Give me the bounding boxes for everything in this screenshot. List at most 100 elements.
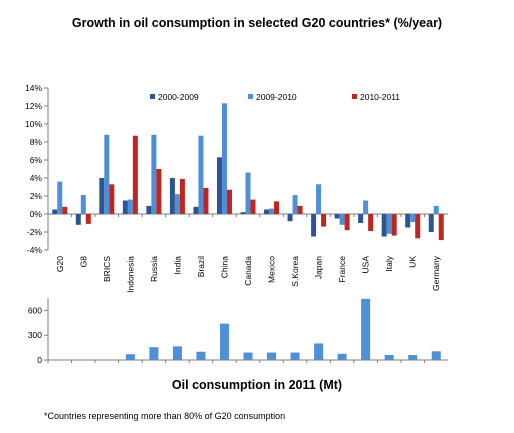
bar-Mexico-2000-2009 xyxy=(264,209,270,214)
y-tick-label: -4% xyxy=(27,245,43,255)
y-tick-label: 4% xyxy=(30,173,43,183)
bar-USA-2000-2009 xyxy=(358,214,364,223)
x-tick-label: G20 xyxy=(55,256,65,272)
y-tick-label: 8% xyxy=(30,137,43,147)
x-tick-label: BRICS xyxy=(102,256,112,282)
bar-Canada-2009-2010 xyxy=(245,172,251,214)
bar-Germany-2009-2010 xyxy=(433,205,439,214)
bar-G8-2000-2009 xyxy=(75,214,81,225)
x-tick-label: Germany xyxy=(431,255,441,291)
chart-title: Growth in oil consumption in selected G2… xyxy=(71,16,443,30)
bar-Canada-2010-2011 xyxy=(250,199,256,214)
x-tick-label: G8 xyxy=(78,256,88,268)
x-tick-label: Indonesia xyxy=(125,256,135,293)
bar-BRICS-2010-2011 xyxy=(109,184,115,214)
bar-Italy-2000-2009 xyxy=(381,214,387,237)
bar-G20-2010-2011 xyxy=(62,206,68,214)
consumption-bar-Indonesia xyxy=(125,354,135,360)
consumption-bar-Russia xyxy=(149,347,159,360)
bar-S.Korea-2010-2011 xyxy=(297,205,303,214)
legend-swatch-2000-2009 xyxy=(150,94,155,99)
bar-Japan-2009-2010 xyxy=(316,184,322,214)
y2-tick-label: 0 xyxy=(37,355,42,365)
y2-tick-label: 600 xyxy=(28,305,42,315)
y-tick-label: -2% xyxy=(27,227,43,237)
x-tick-label: UK xyxy=(408,256,418,268)
bar-G8-2009-2010 xyxy=(80,195,86,214)
bar-Russia-2009-2010 xyxy=(151,134,157,214)
y-tick-label: 0% xyxy=(30,209,43,219)
bar-Indonesia-2000-2009 xyxy=(122,200,128,214)
bar-India-2010-2011 xyxy=(179,178,185,214)
x-tick-label: Canada xyxy=(243,256,253,286)
bar-France-2009-2010 xyxy=(339,214,345,225)
bar-UK-2010-2011 xyxy=(415,214,421,239)
bar-Brazil-2000-2009 xyxy=(193,206,199,214)
consumption-bar-France xyxy=(337,353,347,360)
legend-label: 2010-2011 xyxy=(360,92,400,102)
x-tick-label: China xyxy=(219,256,229,278)
x-tick-label: S.Korea xyxy=(290,256,300,287)
bar-Russia-2010-2011 xyxy=(156,169,162,214)
consumption-bar-India xyxy=(172,346,182,360)
y-tick-label: 12% xyxy=(25,101,42,111)
x-tick-label: France xyxy=(337,256,347,283)
consumption-bar-Germany xyxy=(431,351,441,360)
bar-France-2010-2011 xyxy=(344,214,350,231)
consumption-bar-USA xyxy=(361,298,371,360)
consumption-bar-Brazil xyxy=(196,351,206,360)
bar-France-2000-2009 xyxy=(334,214,340,219)
y-tick-label: 6% xyxy=(30,155,43,165)
x-tick-label: Japan xyxy=(314,256,324,279)
bar-India-2009-2010 xyxy=(174,194,180,214)
bar-S.Korea-2000-2009 xyxy=(287,214,293,222)
bar-Japan-2000-2009 xyxy=(311,214,317,237)
consumption-bar-Japan xyxy=(314,343,324,360)
x-tick-label: Brazil xyxy=(196,256,206,277)
consumption-bar-Canada xyxy=(243,352,253,360)
consumption-bar-UK xyxy=(408,355,418,360)
bar-Brazil-2010-2011 xyxy=(203,187,209,214)
y-tick-label: 14% xyxy=(25,83,42,93)
bar-BRICS-2009-2010 xyxy=(104,134,110,214)
chart-subtitle: Oil consumption in 2011 (Mt) xyxy=(171,378,343,392)
footnote: *Countries representing more than 80% of… xyxy=(44,411,286,421)
bar-Japan-2010-2011 xyxy=(321,214,327,227)
bar-G8-2010-2011 xyxy=(85,214,91,224)
bar-USA-2009-2010 xyxy=(363,200,369,214)
bar-G20-2000-2009 xyxy=(52,209,58,214)
y-tick-label: 10% xyxy=(25,119,42,129)
bar-Germany-2000-2009 xyxy=(428,214,434,232)
legend-label: 2009-2010 xyxy=(256,92,297,102)
bar-S.Korea-2009-2010 xyxy=(292,195,298,214)
bar-China-2009-2010 xyxy=(221,103,227,214)
bar-India-2000-2009 xyxy=(169,178,175,214)
consumption-bar-S.Korea xyxy=(290,352,300,360)
bar-China-2000-2009 xyxy=(216,157,222,214)
legend-swatch-2010-2011 xyxy=(352,94,357,99)
x-tick-label: Mexico xyxy=(267,256,277,283)
bar-Germany-2010-2011 xyxy=(438,214,444,241)
bar-Indonesia-2009-2010 xyxy=(127,199,133,214)
x-tick-label: USA xyxy=(361,256,371,274)
legend-swatch-2009-2010 xyxy=(248,94,253,99)
x-tick-label: Russia xyxy=(149,256,159,282)
bar-Russia-2000-2009 xyxy=(146,205,152,214)
bar-China-2010-2011 xyxy=(226,189,232,214)
bar-BRICS-2000-2009 xyxy=(99,178,105,214)
consumption-bar-China xyxy=(219,323,229,360)
bar-UK-2009-2010 xyxy=(410,214,416,223)
bar-UK-2000-2009 xyxy=(405,214,411,228)
y2-tick-label: 300 xyxy=(28,330,42,340)
bar-Mexico-2010-2011 xyxy=(274,201,280,214)
y-tick-label: 2% xyxy=(30,191,43,201)
bar-Mexico-2009-2010 xyxy=(269,208,275,214)
bar-USA-2010-2011 xyxy=(368,214,374,232)
bar-G20-2009-2010 xyxy=(57,181,63,214)
x-tick-label: India xyxy=(172,256,182,275)
bar-Italy-2009-2010 xyxy=(386,214,392,234)
bar-Indonesia-2010-2011 xyxy=(132,135,138,214)
x-tick-label: Italy xyxy=(384,255,394,271)
